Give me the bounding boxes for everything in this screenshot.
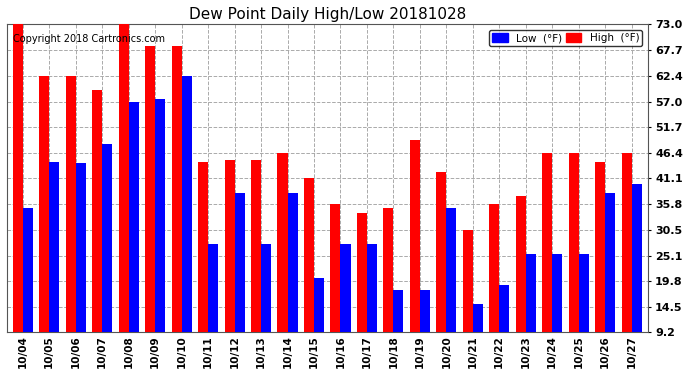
- Bar: [500, 285, 509, 375]
- Bar: [569, 153, 579, 375]
- Bar: [304, 178, 314, 375]
- Bar: [92, 90, 102, 375]
- Bar: [208, 244, 218, 375]
- Text: Copyright 2018 Cartronics.com: Copyright 2018 Cartronics.com: [13, 34, 166, 44]
- Bar: [393, 290, 404, 375]
- Bar: [76, 164, 86, 375]
- Bar: [622, 153, 631, 375]
- Bar: [446, 208, 456, 375]
- Bar: [489, 204, 500, 375]
- Bar: [436, 172, 446, 375]
- Bar: [314, 278, 324, 375]
- Bar: [172, 46, 181, 375]
- Bar: [463, 230, 473, 375]
- Bar: [181, 76, 192, 375]
- Bar: [367, 244, 377, 375]
- Bar: [235, 194, 245, 375]
- Bar: [251, 160, 261, 375]
- Bar: [224, 160, 235, 375]
- Bar: [102, 144, 112, 375]
- Bar: [155, 99, 165, 375]
- Bar: [631, 184, 642, 375]
- Bar: [23, 208, 33, 375]
- Bar: [261, 244, 271, 375]
- Bar: [331, 204, 340, 375]
- Bar: [145, 46, 155, 375]
- Bar: [288, 194, 297, 375]
- Bar: [526, 254, 536, 375]
- Bar: [595, 162, 605, 375]
- Bar: [542, 153, 552, 375]
- Bar: [605, 194, 615, 375]
- Bar: [277, 153, 288, 375]
- Bar: [384, 208, 393, 375]
- Bar: [66, 76, 76, 375]
- Bar: [39, 76, 49, 375]
- Bar: [119, 14, 129, 375]
- Bar: [129, 102, 139, 375]
- Bar: [13, 24, 23, 375]
- Title: Dew Point Daily High/Low 20181028: Dew Point Daily High/Low 20181028: [188, 7, 466, 22]
- Bar: [579, 254, 589, 375]
- Bar: [420, 290, 430, 375]
- Bar: [515, 196, 526, 375]
- Bar: [552, 254, 562, 375]
- Bar: [49, 162, 59, 375]
- Legend: Low  (°F), High  (°F): Low (°F), High (°F): [489, 30, 642, 46]
- Bar: [198, 162, 208, 375]
- Bar: [410, 140, 420, 375]
- Bar: [340, 244, 351, 375]
- Bar: [473, 304, 483, 375]
- Bar: [357, 213, 367, 375]
